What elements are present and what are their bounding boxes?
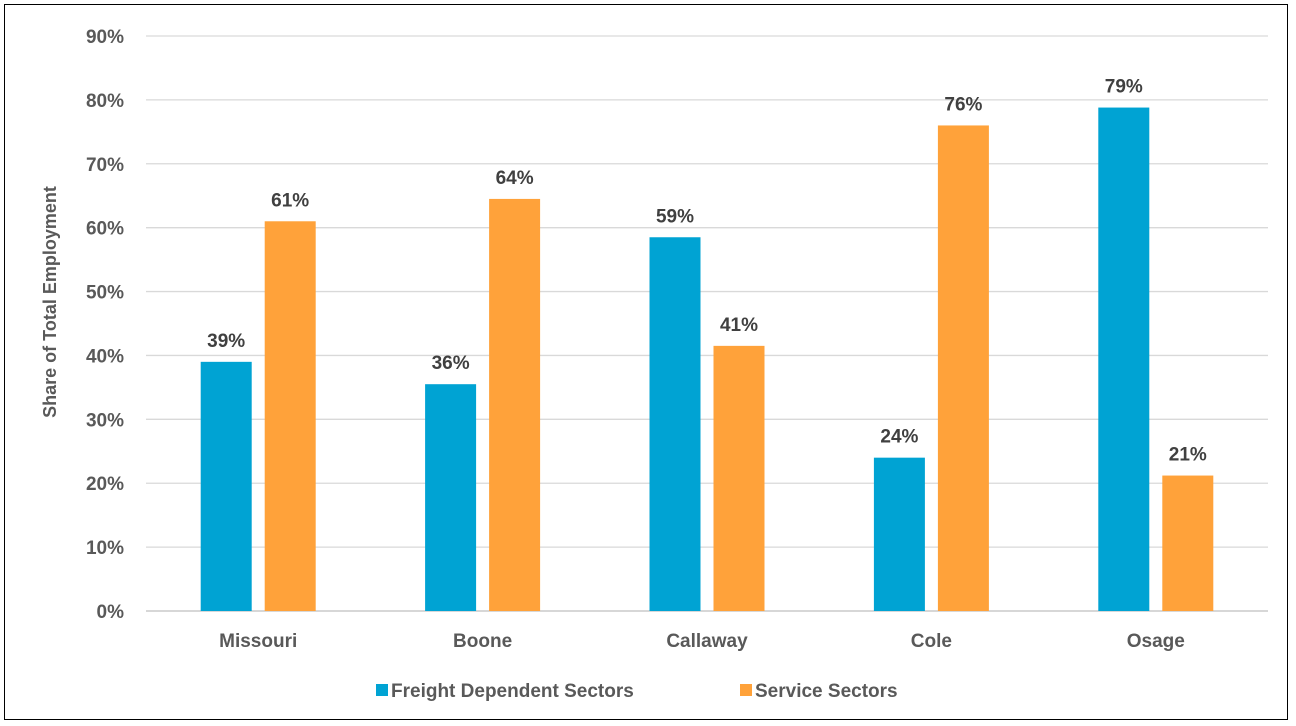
- y-tick-label: 40%: [86, 346, 124, 367]
- bar-freight-osage: [1098, 107, 1150, 612]
- y-tick-label: 20%: [86, 474, 124, 495]
- x-category-label: Osage: [1127, 631, 1185, 652]
- data-label: 79%: [1105, 77, 1143, 98]
- legend-swatch: [740, 684, 752, 696]
- x-category-label: Missouri: [219, 631, 297, 652]
- y-tick-label: 70%: [86, 155, 124, 176]
- y-axis-label: Share of Total Employment: [40, 186, 60, 418]
- bar-freight-missouri: [200, 361, 252, 611]
- x-category-label: Callaway: [666, 631, 748, 652]
- legend-label: Service Sectors: [755, 681, 898, 702]
- y-tick-label: 10%: [86, 538, 124, 559]
- data-label: 39%: [207, 331, 245, 352]
- data-label: 24%: [880, 427, 918, 448]
- bar-freight-callaway: [649, 237, 701, 611]
- legend-label: Freight Dependent Sectors: [391, 681, 634, 702]
- bars: [200, 107, 1214, 612]
- bar-service-missouri: [264, 221, 316, 611]
- bar-service-cole: [937, 125, 989, 611]
- x-axis-categories: Missouri Boone Callaway Cole Osage: [219, 631, 1185, 652]
- data-label: 36%: [432, 353, 470, 374]
- y-axis-ticks: 0% 10% 20% 30% 40% 50% 60% 70% 80% 90%: [86, 27, 124, 623]
- data-labels: 39% 61% 36% 64% 59% 41% 24% 76% 79% 21%: [207, 77, 1207, 466]
- bar-service-osage: [1162, 475, 1214, 611]
- data-label: 41%: [720, 315, 758, 336]
- legend: Freight Dependent Sectors Service Sectors: [376, 681, 898, 702]
- data-label: 64%: [496, 168, 534, 189]
- y-tick-label: 50%: [86, 283, 124, 304]
- data-label: 59%: [656, 206, 694, 227]
- y-tick-label: 90%: [86, 27, 124, 48]
- bar-service-boone: [489, 198, 541, 611]
- y-tick-label: 60%: [86, 219, 124, 240]
- bar-freight-cole: [873, 457, 925, 611]
- legend-swatch: [376, 684, 388, 696]
- bar-service-callaway: [713, 345, 765, 611]
- bar-freight-boone: [425, 384, 477, 611]
- data-label: 61%: [271, 190, 309, 211]
- y-tick-label: 0%: [97, 602, 125, 623]
- data-label: 21%: [1169, 445, 1207, 466]
- y-tick-label: 30%: [86, 410, 124, 431]
- gridlines: [146, 35, 1268, 612]
- y-tick-label: 80%: [86, 91, 124, 112]
- data-label: 76%: [944, 94, 982, 115]
- x-category-label: Boone: [453, 631, 512, 652]
- x-category-label: Cole: [911, 631, 952, 652]
